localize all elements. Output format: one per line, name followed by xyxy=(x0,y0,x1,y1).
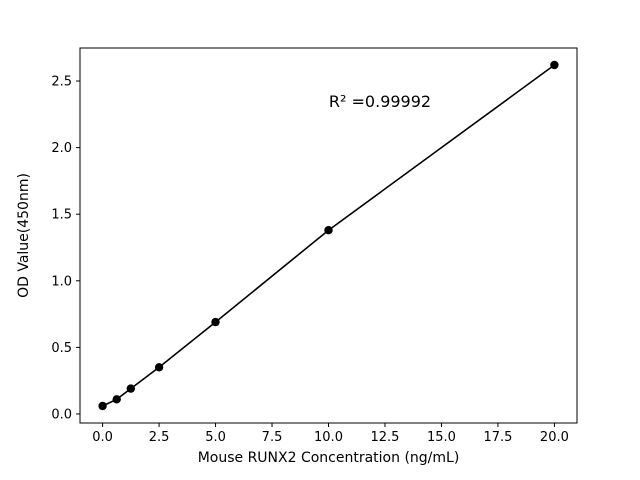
data-point xyxy=(112,395,121,404)
x-tick-label: 0.0 xyxy=(92,430,113,445)
axis-ticks: 0.0 2.5 5.0 7.5 10.0 12.5 15.0 17.5 20.0 0.0 0.5 1.… xyxy=(51,75,569,445)
x-axis-label: Mouse RUNX2 Concentration (ng/mL) xyxy=(198,450,460,466)
fit-line xyxy=(102,64,555,407)
data-series xyxy=(98,60,559,411)
x-tick-label: 20.0 xyxy=(540,430,569,445)
y-tick-label: 2.5 xyxy=(51,75,72,90)
y-tick-label: 1.0 xyxy=(51,274,72,289)
data-point xyxy=(324,226,333,235)
x-tick-label: 15.0 xyxy=(427,430,456,445)
data-point xyxy=(550,60,559,70)
data-point xyxy=(98,401,107,411)
y-tick-label: 1.5 xyxy=(51,208,72,223)
data-point xyxy=(154,363,164,372)
r-squared-annotation: R² =0.99992 xyxy=(329,92,431,111)
x-tick-label: 12.5 xyxy=(371,430,400,445)
y-axis-label: OD Value(450nm) xyxy=(16,173,32,298)
data-point xyxy=(211,317,220,327)
y-tick-label: 2.0 xyxy=(51,141,72,156)
x-tick-label: 10.0 xyxy=(314,430,343,445)
y-tick-label: 0.0 xyxy=(51,407,72,422)
x-tick-label: 7.5 xyxy=(262,430,283,445)
data-point xyxy=(126,384,135,393)
x-tick-label: 17.5 xyxy=(483,430,512,445)
x-tick-label: 5.0 xyxy=(205,430,226,445)
y-tick-label: 0.5 xyxy=(51,341,72,356)
x-tick-label: 2.5 xyxy=(149,430,170,445)
